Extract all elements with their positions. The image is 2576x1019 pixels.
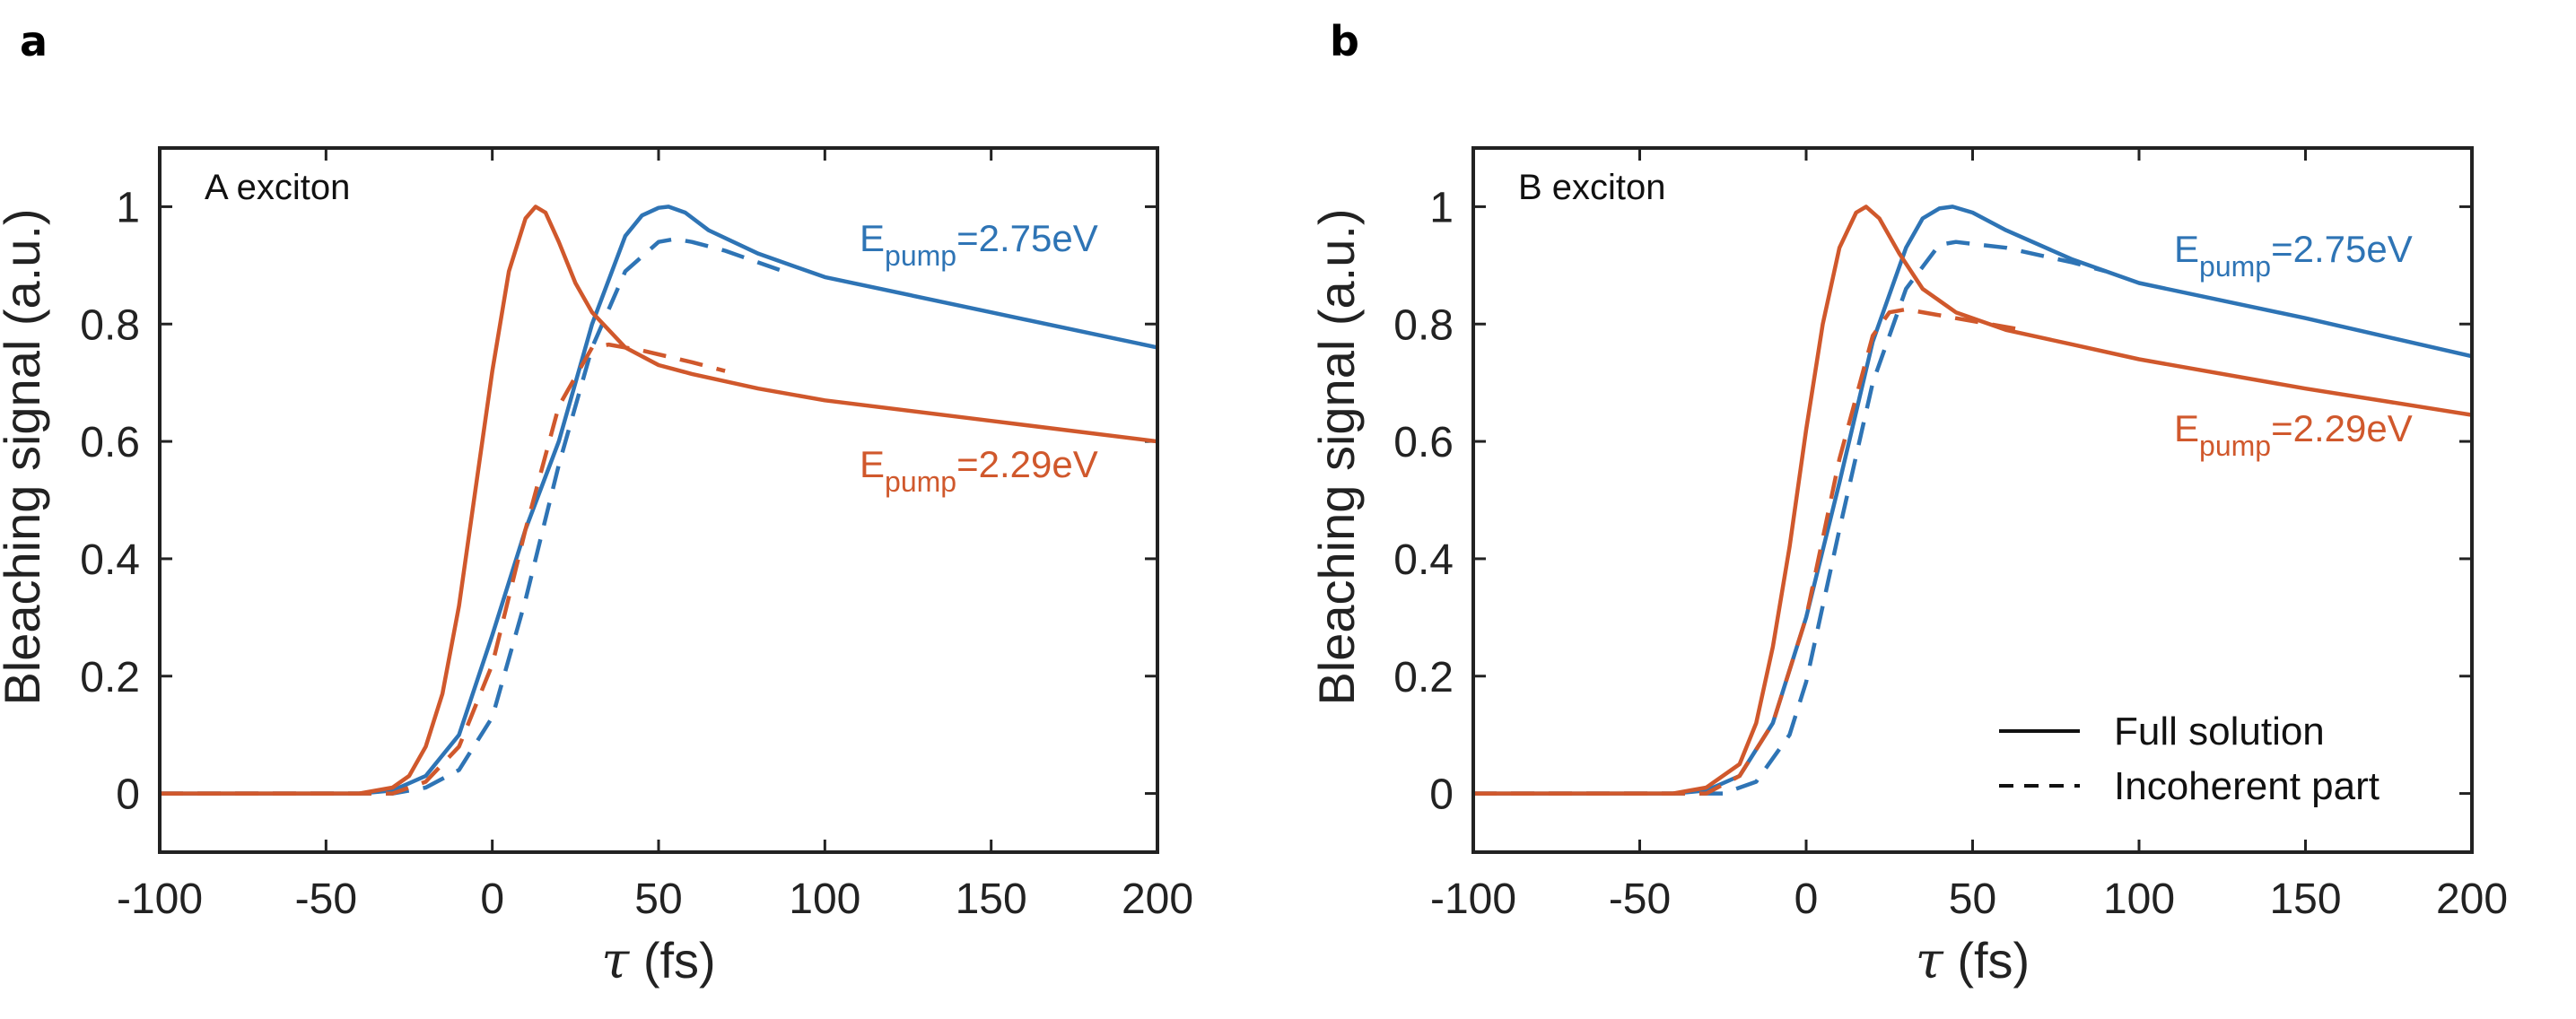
series-line-blue-solid bbox=[160, 205, 1157, 796]
annotation-value: =2.75eV bbox=[956, 217, 1098, 259]
x-tick-label: -50 bbox=[295, 875, 357, 923]
annotation-blue: Epump=2.75eV bbox=[860, 217, 1098, 272]
plot-lines bbox=[160, 205, 1157, 796]
plot-lines bbox=[1473, 205, 2472, 796]
y-tick-label: 0.8 bbox=[80, 301, 140, 349]
x-tick-label: 0 bbox=[1794, 875, 1819, 923]
y-axis-label: Bleaching signal (a.u.) bbox=[0, 208, 50, 705]
x-axis-label: τ (fs) bbox=[1916, 932, 2030, 990]
y-tick-label: 0.2 bbox=[1393, 654, 1454, 701]
series-line-blue-dashed bbox=[1473, 240, 2107, 796]
legend: Full solution Incoherent part bbox=[1999, 710, 2380, 808]
legend-label: Incoherent part bbox=[2114, 764, 2380, 808]
x-tick-label: 100 bbox=[2103, 875, 2175, 923]
annotation-blue: Epump=2.75eV bbox=[2174, 228, 2413, 283]
x-tick-label: 150 bbox=[2269, 875, 2341, 923]
annotation-prefix: E bbox=[2174, 228, 2199, 270]
y-tick-label: 0.4 bbox=[1393, 536, 1454, 584]
y-tick-label: 1 bbox=[1429, 184, 1454, 231]
annotation-sub: pump bbox=[2199, 430, 2271, 462]
y-tick-label: 0 bbox=[116, 771, 140, 819]
annotation-orange: Epump=2.29eV bbox=[860, 443, 1098, 498]
x-tick-label: 50 bbox=[634, 875, 682, 923]
panel-a: a -100 -50 0 50 100 150 200 0 0.2 0.4 0.6 0.8 1 A exc… bbox=[0, 17, 1193, 990]
inner-title: A exciton bbox=[205, 168, 350, 207]
annotation-value: =2.29eV bbox=[2271, 407, 2413, 449]
x-tick-label: 50 bbox=[1949, 875, 1996, 923]
panel-label: b bbox=[1330, 17, 1359, 65]
annotation-sub: pump bbox=[885, 240, 956, 272]
series-line-orange-dashed bbox=[1473, 307, 2023, 796]
y-tick-label: 0.4 bbox=[80, 536, 140, 584]
annotation-prefix: E bbox=[860, 217, 885, 259]
legend-label: Full solution bbox=[2114, 710, 2325, 753]
series-line-orange-solid bbox=[160, 205, 1157, 796]
plot-frame bbox=[158, 146, 1159, 854]
x-axis-symbol: τ bbox=[601, 932, 630, 990]
y-tick-label: 0.6 bbox=[80, 419, 140, 466]
annotation-orange: Epump=2.29eV bbox=[2174, 407, 2413, 462]
x-axis-label: τ (fs) bbox=[601, 932, 715, 990]
x-tick-label: 0 bbox=[480, 875, 504, 923]
x-tick-label: -100 bbox=[1430, 875, 1516, 923]
x-tick-label: 150 bbox=[956, 875, 1027, 923]
y-tick-label: 0.6 bbox=[1393, 419, 1454, 466]
x-tick-label: 200 bbox=[2436, 875, 2508, 923]
y-tick-label: 0.2 bbox=[80, 654, 140, 701]
x-tick-label: 200 bbox=[1122, 875, 1193, 923]
annotation-sub: pump bbox=[2199, 250, 2271, 283]
y-tick-label: 0.8 bbox=[1393, 301, 1454, 349]
x-axis-unit: (fs) bbox=[1943, 932, 2030, 989]
plot-frame bbox=[1471, 146, 2474, 854]
y-tick-label: 0 bbox=[1429, 771, 1454, 819]
x-axis-unit: (fs) bbox=[629, 932, 715, 989]
annotation-prefix: E bbox=[860, 443, 885, 485]
annotation-prefix: E bbox=[2174, 407, 2199, 449]
x-tick-label: 100 bbox=[789, 875, 860, 923]
panel-b: b -100 -50 0 50 100 150 200 0 0.2 0.4 0.6 0.8 1 B exc… bbox=[1308, 17, 2508, 990]
series-line-orange-dashed bbox=[160, 342, 726, 796]
series-line-blue-dashed bbox=[160, 237, 793, 796]
inner-title: B exciton bbox=[1518, 168, 1666, 207]
x-axis-symbol: τ bbox=[1916, 932, 1944, 990]
x-tick-label: -50 bbox=[1609, 875, 1671, 923]
panel-label: a bbox=[20, 17, 48, 65]
y-tick-label: 1 bbox=[116, 184, 140, 231]
y-axis-label: Bleaching signal (a.u.) bbox=[1308, 208, 1365, 705]
series-line-blue-solid bbox=[1473, 205, 2472, 796]
series-line-orange-solid bbox=[1473, 205, 2472, 796]
annotation-value: =2.29eV bbox=[956, 443, 1098, 485]
annotation-value: =2.75eV bbox=[2271, 228, 2413, 270]
x-tick-label: -100 bbox=[117, 875, 203, 923]
annotation-sub: pump bbox=[885, 466, 956, 498]
